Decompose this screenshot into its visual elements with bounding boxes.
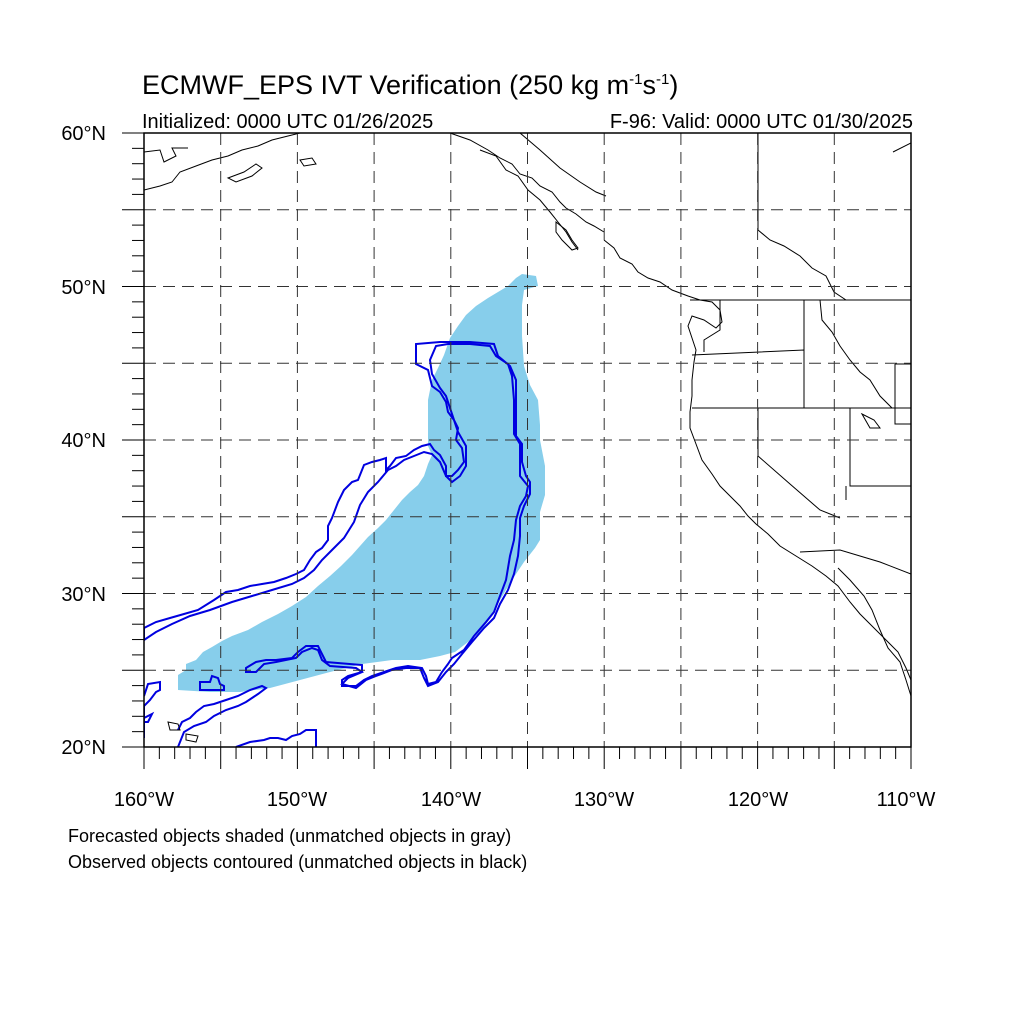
- lat-label-30n: 30°N: [61, 584, 106, 606]
- lon-label-120w: 120°W: [728, 789, 788, 811]
- footnote-forecast: Forecasted objects shaded (unmatched obj…: [68, 826, 512, 846]
- lat-label-50n: 50°N: [61, 277, 106, 299]
- lat-label-60n: 60°N: [61, 123, 106, 145]
- footnote-observed: Observed objects contoured (unmatched ob…: [68, 852, 528, 872]
- lat-label-20n: 20°N: [61, 737, 106, 759]
- lon-label-160w: 160°W: [114, 789, 174, 811]
- observed-object-contour-small: [199, 674, 225, 691]
- observed-object-contour-main: [144, 341, 531, 690]
- lon-label-140w: 140°W: [421, 789, 481, 811]
- lon-label-150w: 150°W: [267, 789, 327, 811]
- coastlines: [144, 133, 911, 743]
- valid-time: F-96: Valid: 0000 UTC 01/30/2025: [609, 111, 913, 133]
- axis-ticks: [122, 132, 912, 769]
- lon-label-130w: 130°W: [574, 789, 634, 811]
- map-gridlines: [144, 133, 911, 747]
- lon-label-110w: 110°W: [877, 789, 936, 811]
- initialized-time: Initialized: 0000 UTC 01/26/2025: [142, 111, 434, 133]
- forecast-object-shading: [178, 274, 545, 692]
- observed-object-contour-south: [144, 680, 317, 747]
- map-title: ECMWF_EPS IVT Verification (250 kg m-1s-…: [142, 70, 679, 100]
- lat-label-40n: 40°N: [61, 430, 106, 452]
